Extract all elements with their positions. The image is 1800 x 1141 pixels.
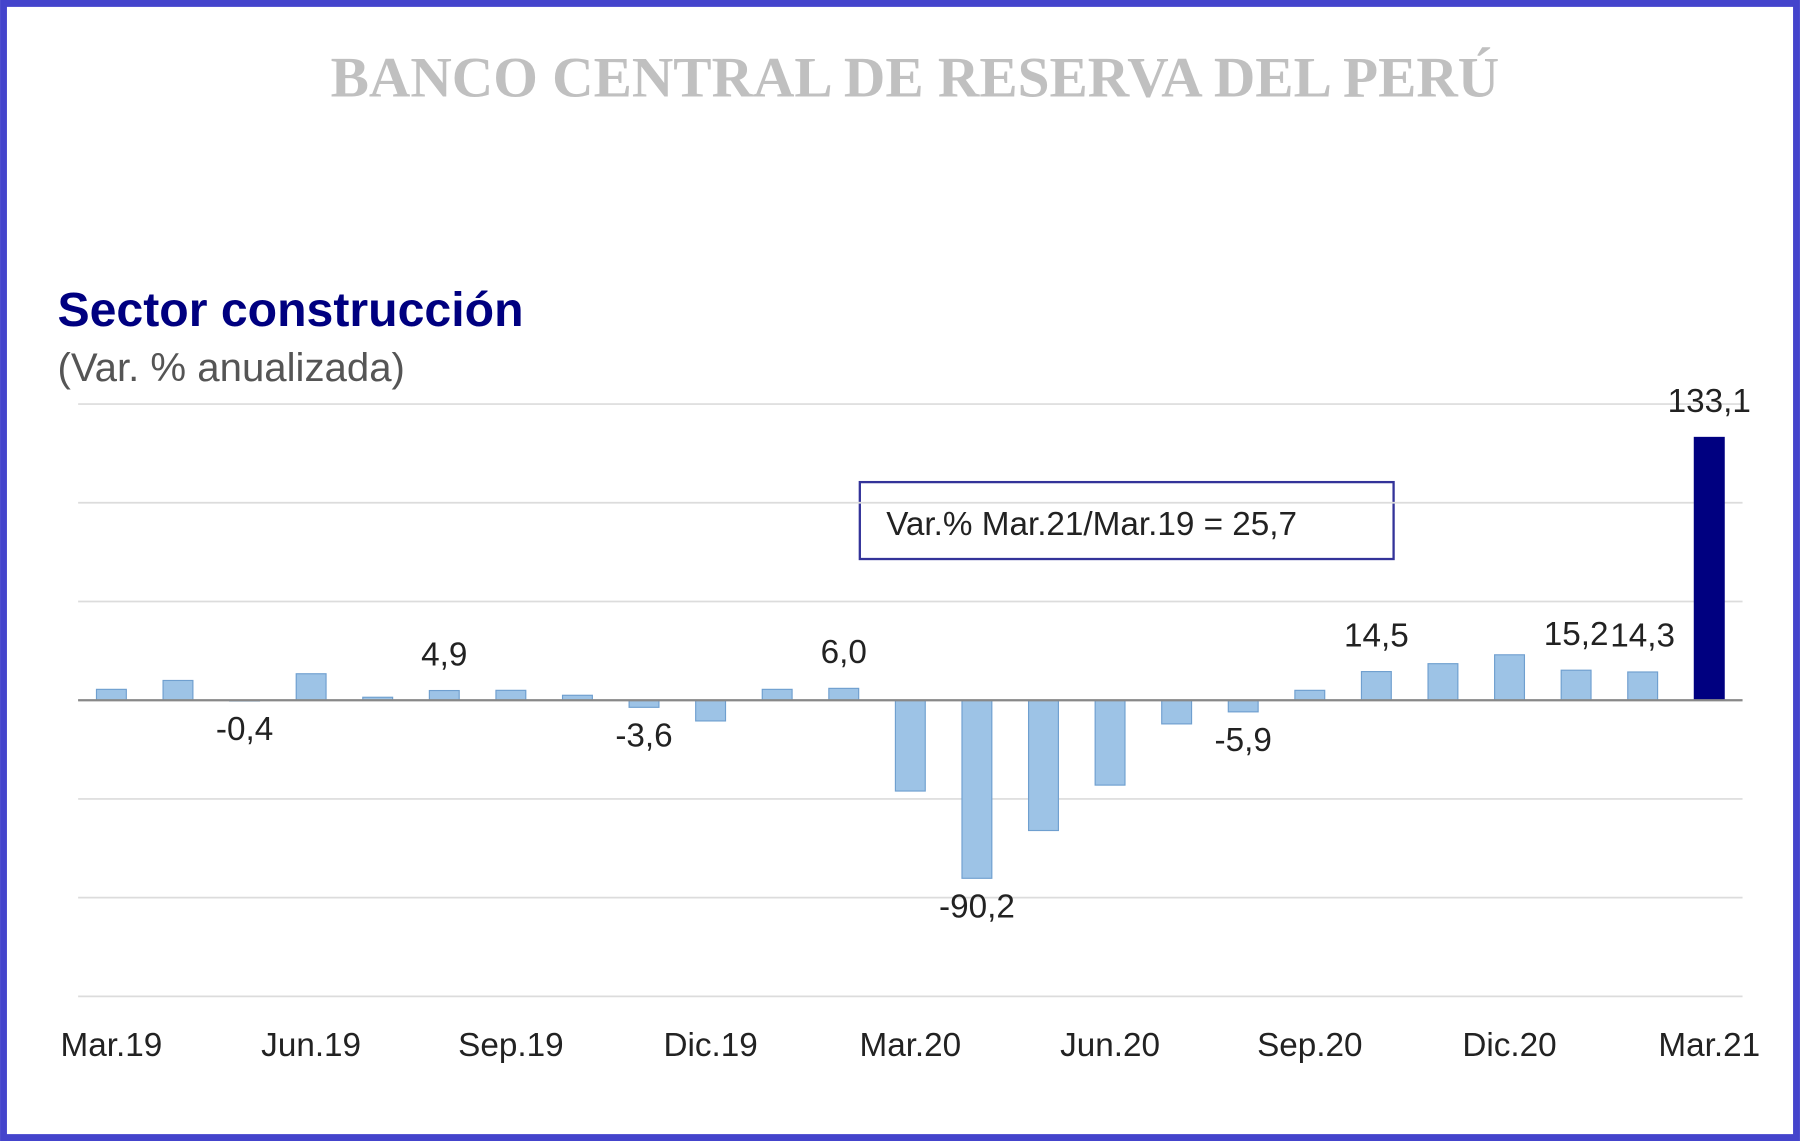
x-tick-label: Sep.20 bbox=[1257, 1027, 1362, 1064]
bar bbox=[95, 688, 127, 701]
bar bbox=[1161, 699, 1193, 725]
bar bbox=[295, 673, 327, 701]
bar bbox=[1227, 699, 1259, 713]
header: BANCO CENTRAL DE RESERVA DEL PERÚ bbox=[331, 46, 1500, 109]
bar bbox=[162, 679, 194, 701]
value-label: 133,1 bbox=[1668, 383, 1751, 420]
value-label: 4,9 bbox=[421, 636, 467, 673]
x-tick-label: Dic.19 bbox=[663, 1027, 757, 1064]
value-label: 14,5 bbox=[1344, 617, 1409, 654]
bar bbox=[1427, 663, 1459, 701]
bar bbox=[828, 687, 860, 701]
bar bbox=[1627, 671, 1659, 701]
x-tick-label: Sep.19 bbox=[458, 1027, 563, 1064]
x-tick-label: Mar.19 bbox=[61, 1027, 163, 1064]
bar bbox=[1294, 689, 1326, 701]
bar bbox=[1094, 699, 1126, 786]
bar bbox=[894, 699, 926, 792]
bar bbox=[1027, 699, 1059, 832]
chart-title: Sector construcción bbox=[57, 283, 523, 337]
bar bbox=[961, 699, 993, 879]
annotation: Var.% Mar.21/Mar.19 = 25,7 bbox=[886, 506, 1297, 543]
x-tick-label: Jun.20 bbox=[1060, 1027, 1160, 1064]
x-tick-label: Dic.20 bbox=[1462, 1027, 1556, 1064]
value-label: -5,9 bbox=[1215, 722, 1272, 759]
value-label: -0,4 bbox=[216, 711, 273, 748]
x-tick-label: Mar.20 bbox=[859, 1027, 961, 1064]
bar bbox=[1693, 436, 1725, 701]
value-label: 15,2 bbox=[1544, 616, 1609, 653]
annotation-box bbox=[858, 480, 1395, 561]
value-label: -3,6 bbox=[615, 717, 672, 754]
bar bbox=[695, 699, 727, 722]
bar bbox=[428, 689, 460, 701]
x-tick-label: Mar.21 bbox=[1658, 1027, 1760, 1064]
chart-subtitle: (Var. % anualizada) bbox=[57, 345, 404, 390]
bar bbox=[495, 689, 527, 701]
bar bbox=[1360, 671, 1392, 701]
value-label: -90,2 bbox=[939, 888, 1015, 925]
x-tick-label: Jun.19 bbox=[261, 1027, 361, 1064]
value-label: 14,3 bbox=[1610, 618, 1675, 655]
value-label: 6,0 bbox=[821, 634, 867, 671]
bar bbox=[1560, 669, 1592, 701]
bar bbox=[1494, 654, 1526, 701]
bar bbox=[761, 688, 793, 701]
